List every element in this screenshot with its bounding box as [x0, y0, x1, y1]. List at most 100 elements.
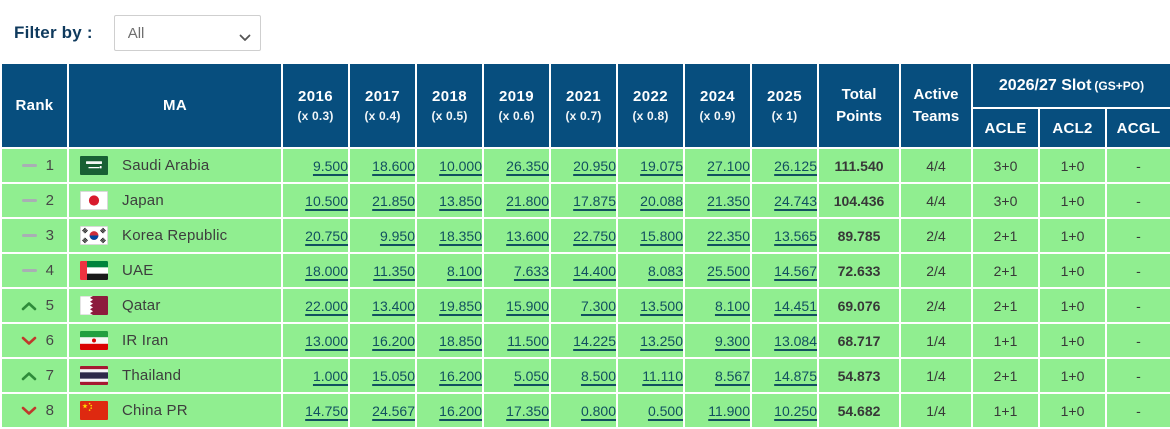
col-header-2021: 2021 (x 0.7) [549, 62, 618, 149]
points-link[interactable]: 21.800 [506, 192, 549, 209]
points-link[interactable]: 8.500 [580, 367, 616, 384]
points-link[interactable]: 17.875 [573, 192, 616, 209]
points-link[interactable]: 18.000 [305, 262, 348, 279]
points-cell: 17.875 [549, 182, 618, 219]
points-link[interactable]: 10.000 [439, 157, 482, 174]
points-link[interactable]: 5.050 [513, 367, 549, 384]
points-link[interactable]: 21.350 [707, 192, 750, 209]
points-cell: 26.350 [482, 147, 551, 184]
points-link[interactable]: 15.050 [372, 367, 415, 384]
trend-same-icon [21, 164, 37, 167]
total-points-cell: 54.873 [817, 357, 901, 394]
points-link[interactable]: 13.565 [774, 227, 817, 244]
points-link[interactable]: 13.084 [774, 332, 817, 349]
points-link[interactable]: 13.400 [372, 297, 415, 314]
points-link[interactable]: 22.350 [707, 227, 750, 244]
points-link[interactable]: 13.600 [506, 227, 549, 244]
col-header-2025: 2025 (x 1) [750, 62, 819, 149]
points-link[interactable]: 18.850 [439, 332, 482, 349]
points-link[interactable]: 15.800 [640, 227, 683, 244]
points-link[interactable]: 8.100 [714, 297, 750, 314]
points-link[interactable]: 18.350 [439, 227, 482, 244]
table-body: 1 Saudi Arabia 9.500 18.600 10.000 26.350 20.9… [0, 147, 1170, 429]
col-header-acgl: ACGL [1105, 107, 1170, 149]
table-row: 4 UAE 18.000 11.350 8.100 7.633 14.400 8.083 25.… [0, 252, 1170, 289]
points-link[interactable]: 25.500 [707, 262, 750, 279]
points-link[interactable]: 10.250 [774, 402, 817, 419]
points-link[interactable]: 16.200 [439, 367, 482, 384]
filter-select[interactable]: All [113, 15, 261, 51]
points-link[interactable]: 26.350 [506, 157, 549, 174]
points-link[interactable]: 7.633 [513, 262, 549, 279]
country-cell: UAE [67, 252, 283, 289]
points-cell: 8.100 [683, 287, 752, 324]
points-link[interactable]: 22.750 [573, 227, 616, 244]
points-cell: 8.567 [683, 357, 752, 394]
points-link[interactable]: 10.500 [305, 192, 348, 209]
points-link[interactable]: 13.500 [640, 297, 683, 314]
points-link[interactable]: 24.567 [372, 402, 415, 419]
rank-number: 5 [45, 297, 54, 314]
points-link[interactable]: 0.500 [647, 402, 683, 419]
points-link[interactable]: 14.875 [774, 367, 817, 384]
points-cell: 13.600 [482, 217, 551, 254]
points-link[interactable]: 14.400 [573, 262, 616, 279]
points-link[interactable]: 9.300 [714, 332, 750, 349]
points-link[interactable]: 8.100 [446, 262, 482, 279]
rank-cell: 6 [0, 322, 69, 359]
points-link[interactable]: 24.743 [774, 192, 817, 209]
points-link[interactable]: 16.200 [372, 332, 415, 349]
total-points-cell: 89.785 [817, 217, 901, 254]
points-link[interactable]: 0.800 [580, 402, 616, 419]
points-link[interactable]: 13.250 [640, 332, 683, 349]
points-link[interactable]: 1.000 [312, 367, 348, 384]
points-cell: 19.075 [616, 147, 685, 184]
points-link[interactable]: 20.088 [640, 192, 683, 209]
points-link[interactable]: 8.567 [714, 367, 750, 384]
acgl-cell: - [1105, 392, 1170, 429]
points-link[interactable]: 14.225 [573, 332, 616, 349]
points-link[interactable]: 17.350 [506, 402, 549, 419]
points-link[interactable]: 9.950 [379, 227, 415, 244]
points-link[interactable]: 26.125 [774, 157, 817, 174]
points-link[interactable]: 7.300 [580, 297, 616, 314]
points-link[interactable]: 11.350 [373, 262, 415, 279]
acl2-cell: 1+0 [1038, 182, 1107, 219]
points-link[interactable]: 18.600 [372, 157, 415, 174]
points-link[interactable]: 11.110 [642, 367, 683, 384]
points-link[interactable]: 11.500 [507, 332, 549, 349]
points-link[interactable]: 9.500 [312, 157, 348, 174]
acl2-cell: 1+0 [1038, 392, 1107, 429]
points-link[interactable]: 13.000 [305, 332, 348, 349]
acle-cell: 1+1 [971, 322, 1040, 359]
trend-up-icon [21, 371, 37, 381]
points-cell: 21.350 [683, 182, 752, 219]
points-cell: 14.750 [281, 392, 350, 429]
total-points-cell: 72.633 [817, 252, 901, 289]
total-points-cell: 104.436 [817, 182, 901, 219]
points-link[interactable]: 8.083 [647, 262, 683, 279]
points-link[interactable]: 22.000 [305, 297, 348, 314]
points-link[interactable]: 11.900 [708, 402, 750, 419]
country-name: Thailand [122, 367, 182, 384]
points-link[interactable]: 14.451 [774, 297, 817, 314]
active-teams-cell: 1/4 [899, 322, 973, 359]
points-cell: 13.850 [415, 182, 484, 219]
points-link[interactable]: 21.850 [372, 192, 415, 209]
points-link[interactable]: 15.900 [506, 297, 549, 314]
points-link[interactable]: 19.075 [640, 157, 683, 174]
points-link[interactable]: 14.750 [305, 402, 348, 419]
points-link[interactable]: 14.567 [774, 262, 817, 279]
points-link[interactable]: 20.950 [573, 157, 616, 174]
points-link[interactable]: 13.850 [439, 192, 482, 209]
points-link[interactable]: 19.850 [439, 297, 482, 314]
points-cell: 8.100 [415, 252, 484, 289]
col-header-total-points: Total Points [817, 62, 901, 149]
points-link[interactable]: 20.750 [305, 227, 348, 244]
points-link[interactable]: 16.200 [439, 402, 482, 419]
active-teams-cell: 1/4 [899, 357, 973, 394]
points-cell: 20.088 [616, 182, 685, 219]
points-link[interactable]: 27.100 [707, 157, 750, 174]
points-cell: 16.200 [348, 322, 417, 359]
acgl-cell: - [1105, 357, 1170, 394]
